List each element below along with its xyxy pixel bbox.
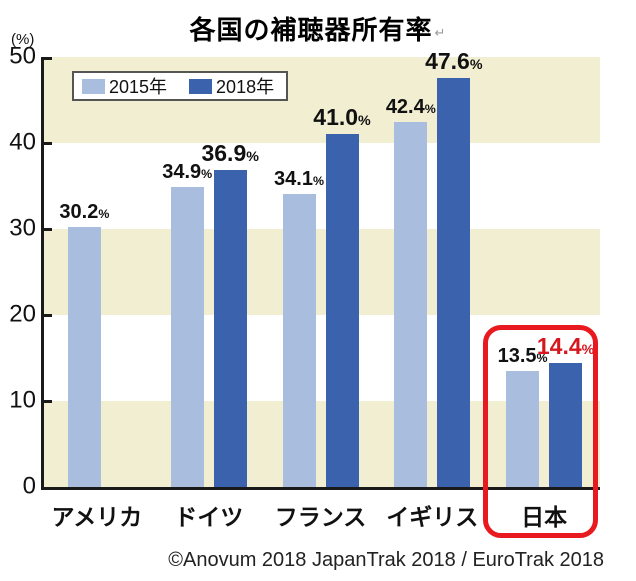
chart-title-text: 各国の補聴器所有率 [189,15,433,45]
value-label-2015年-アメリカ: 30.2% [59,201,110,224]
bar-2015年-ドイツ [170,186,204,487]
bar-2015年-イギリス [394,122,428,487]
value-label-2018年-イギリス: 47.6% [425,47,483,74]
legend-label-2015年: 2015年 [109,77,168,97]
return-mark-icon: ↵ [434,25,447,40]
x-category-label-イギリス: イギリス [386,504,479,530]
legend-item-2015年: 2015年 [82,73,167,99]
y-tick-label-10: 10 [9,386,36,414]
x-category-label-フランス: フランス [274,504,367,530]
value-label-2018年-フランス: 41.0% [313,104,371,131]
legend-swatch-2015年 [82,78,105,94]
bar-2015年-日本 [506,370,540,487]
value-label-2018年-ドイツ: 36.9% [201,139,259,166]
y-tick-label-0: 0 [22,472,36,500]
x-category-label-日本: 日本 [521,504,568,530]
plot-area: 30.2% 34.9% 36.9% 34.1% 41.0% 42.4% 47.6% 13.5%… [41,49,600,490]
legend-item-2018年: 2018年 [189,73,274,99]
y-tick-mark-50 [44,57,52,60]
chart-title: 各国の補聴器所有率 ↵ [0,10,636,47]
value-label-2015年-日本: 13.5% [497,344,548,367]
legend-label-2018年: 2018年 [216,77,275,97]
y-tick-label-20: 20 [9,300,36,328]
bar-2018年-フランス [325,134,359,487]
bar-2015年-フランス [282,193,316,487]
value-label-2015年-ドイツ: 34.9% [162,160,213,183]
y-tick-mark-10 [44,399,52,403]
y-axis-unit-label: (%) [11,31,35,48]
bar-2018年-日本 [549,363,583,487]
bar-2018年-イギリス [437,77,471,487]
y-tick-mark-20 [44,313,52,317]
bar-2015年-アメリカ [67,227,101,487]
value-label-2018年-日本: 14.4% [536,333,595,360]
y-tick-label-30: 30 [9,214,36,242]
legend-swatch-2018年 [189,78,213,94]
x-category-label-ドイツ: ドイツ [174,504,244,530]
value-label-2015年-フランス: 34.1% [274,167,324,190]
bar-2018年-ドイツ [213,169,247,487]
source-credit: ©Anovum 2018 JapanTrak 2018 / EuroTrak 2… [168,549,604,571]
legend: 2015年 2018年 [72,71,289,101]
x-category-label-アメリカ: アメリカ [51,504,143,530]
y-tick-mark-30 [44,227,52,231]
value-label-2015年-イギリス: 42.4% [385,96,436,119]
y-tick-mark-40 [44,141,52,145]
y-tick-label-50: 50 [9,42,36,70]
y-tick-label-40: 40 [9,128,36,156]
